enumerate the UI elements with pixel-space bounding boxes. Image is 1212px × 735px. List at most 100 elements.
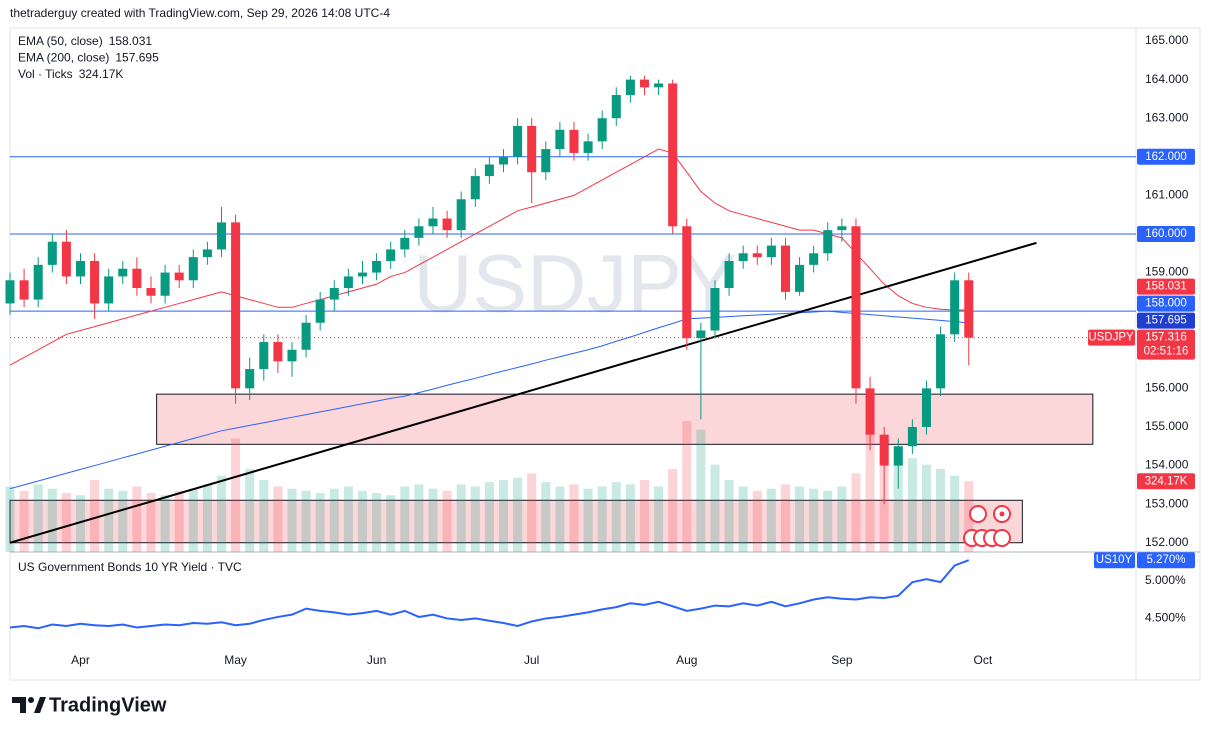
- candle-body: [780, 245, 790, 292]
- price-badge: [1137, 312, 1195, 329]
- candle-body: [654, 83, 664, 88]
- candle-body: [724, 260, 734, 289]
- volume-bar: [442, 490, 452, 552]
- footer-brand: TradingView: [49, 694, 167, 716]
- volume-bar: [513, 477, 523, 552]
- price-badge-text: 162.000: [1145, 151, 1187, 163]
- candle-body: [456, 199, 466, 231]
- x-tick-label: May: [224, 653, 247, 667]
- y-tick-label: 159.000: [1145, 265, 1189, 279]
- y-tick-label: 155.000: [1145, 419, 1189, 433]
- volume-bar: [273, 486, 283, 552]
- volume-bar: [682, 421, 692, 552]
- symbol-badge-text: USDJPY: [1088, 332, 1134, 344]
- volume-bar: [75, 495, 86, 552]
- volume-bar: [315, 493, 325, 552]
- candle-body: [414, 226, 424, 238]
- yield-line: [9, 559, 970, 630]
- candle-body: [752, 253, 762, 258]
- volume-bar: [386, 495, 396, 552]
- pane-title: US Government Bonds 10 YR Yield · TVC: [18, 560, 242, 574]
- candle-body: [498, 156, 508, 165]
- price-badge-text: 324.17K: [1145, 475, 1188, 487]
- volume-bar: [259, 479, 269, 552]
- volume-bar: [5, 486, 15, 552]
- volume-bar: [160, 495, 170, 552]
- candle-body: [231, 222, 241, 389]
- volume-bar: [216, 475, 227, 552]
- candle-body: [400, 237, 410, 250]
- price-badge: [1137, 225, 1195, 242]
- candle-body: [597, 118, 607, 142]
- candle-body: [33, 264, 43, 300]
- volume-bar: [484, 482, 494, 552]
- volume-bar: [569, 484, 579, 552]
- volume-bar: [893, 447, 903, 552]
- legend-label: EMA (200, close): [18, 51, 109, 65]
- volume-bar: [174, 490, 184, 552]
- candle-body: [569, 129, 579, 153]
- volume-bar: [639, 479, 649, 552]
- volume-bar: [668, 469, 678, 552]
- price-badge: [1137, 148, 1195, 165]
- candle-body: [484, 164, 494, 177]
- candle-body: [696, 330, 706, 339]
- candle-body: [809, 253, 819, 265]
- candle-body: [470, 176, 480, 200]
- candle-body: [795, 264, 805, 292]
- volume-bar: [527, 473, 537, 552]
- candle-body: [47, 241, 57, 265]
- price-badge: [1137, 552, 1195, 569]
- logo: TradingView: [12, 694, 167, 716]
- volume-bar: [597, 486, 607, 552]
- candle-body: [104, 276, 114, 304]
- candle-body: [428, 218, 438, 227]
- volume-bar: [795, 486, 805, 552]
- candle-body: [19, 280, 29, 300]
- candle-body: [301, 322, 311, 350]
- volume-bar: [146, 493, 156, 552]
- candle-body: [851, 226, 861, 389]
- event-icon: [993, 529, 1011, 547]
- volume-bar: [498, 479, 508, 552]
- volume-bar: [372, 493, 382, 552]
- volume-bar: [400, 486, 410, 552]
- header: thetraderguy created with TradingView.co…: [10, 6, 390, 20]
- logo-mark: [34, 697, 46, 713]
- logo-mark: [12, 697, 26, 713]
- x-tick-label: Aug: [676, 653, 697, 667]
- x-tick-label: Jul: [524, 653, 539, 667]
- y-tick-label: 163.000: [1145, 110, 1189, 124]
- volume-bar: [428, 488, 438, 552]
- candle-body: [907, 426, 917, 447]
- symbol-badge-text: US10Y: [1096, 554, 1133, 566]
- candle-body: [75, 260, 86, 277]
- volume-bar: [414, 484, 424, 552]
- zone: [156, 393, 1094, 445]
- candle-body: [372, 260, 382, 273]
- candle-body: [555, 129, 565, 150]
- candle-body: [216, 222, 227, 250]
- candle-body: [259, 342, 269, 370]
- candle-body: [61, 241, 71, 277]
- volume-bar: [132, 486, 142, 552]
- candle-body: [837, 226, 847, 231]
- volume-bar: [724, 479, 734, 552]
- candle-body: [273, 342, 283, 362]
- candle-body: [625, 79, 635, 96]
- volume-bar: [583, 488, 593, 552]
- volume-bar: [104, 488, 114, 552]
- logo-mark: [28, 697, 34, 703]
- y2-tick-label: 4.500%: [1145, 611, 1186, 625]
- volume-bar: [936, 469, 946, 552]
- price-badge-text: 158.000: [1145, 298, 1187, 310]
- x-tick-label: Apr: [71, 653, 90, 667]
- chart-frame: [9, 27, 1201, 681]
- price-badge-text: 160.000: [1145, 228, 1187, 240]
- candle-body: [513, 125, 523, 157]
- event-icon: [999, 511, 1005, 517]
- candle-body: [442, 218, 452, 231]
- y-tick-label: 164.000: [1145, 72, 1189, 86]
- legend-value: 324.17K: [79, 67, 124, 81]
- candle-body: [146, 288, 156, 296]
